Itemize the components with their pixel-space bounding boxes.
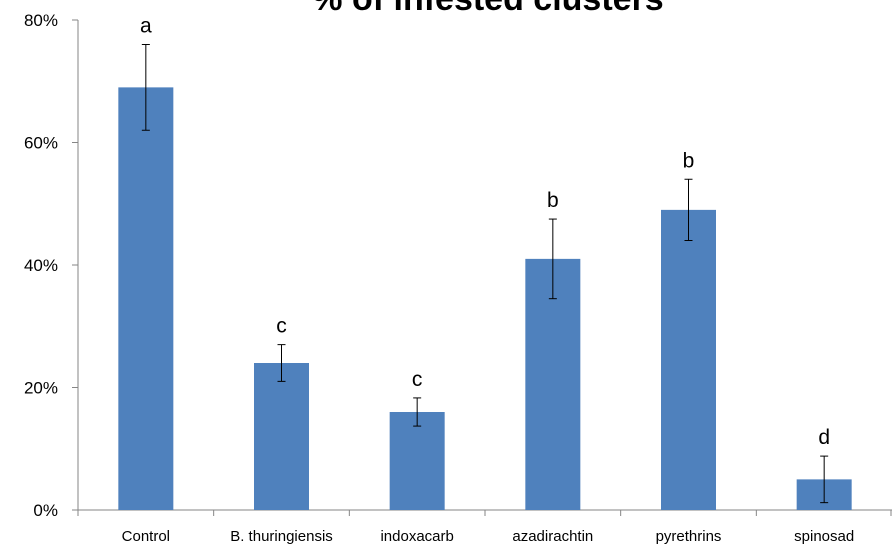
- bar-1: [254, 363, 309, 510]
- bar-2: [389, 412, 445, 510]
- bar-layer: [118, 44, 852, 510]
- y-tick-label: 80%: [24, 11, 58, 30]
- x-tick-label: azadirachtin: [512, 528, 593, 545]
- x-tick-label: pyrethrins: [656, 528, 722, 545]
- chart-title: % of infested clusters: [312, 0, 663, 18]
- significance-letter: c: [276, 315, 287, 338]
- significance-letter: d: [818, 426, 830, 449]
- x-tick-label: Control: [122, 528, 170, 545]
- y-tick-label: 60%: [24, 134, 58, 153]
- x-tick-label: spinosad: [794, 528, 854, 545]
- y-tick-label: 40%: [24, 256, 58, 275]
- label-layer: a Control c B. thuringiensis c indoxacarb b aza…: [122, 15, 855, 546]
- x-tick-label: indoxacarb: [380, 528, 453, 545]
- x-tick-label: B. thuringiensis: [230, 528, 333, 545]
- y-tick-label: 20%: [24, 379, 58, 398]
- significance-letter: a: [140, 15, 152, 38]
- bar-4: [661, 209, 716, 510]
- significance-letter: c: [412, 368, 423, 391]
- bar-0: [118, 87, 174, 510]
- bar-3: [525, 258, 581, 510]
- axis-layer: 0% 20% 40% 60% 80%: [24, 11, 892, 520]
- significance-letter: b: [547, 189, 559, 212]
- significance-letter: b: [683, 149, 695, 172]
- y-tick-label: 0%: [33, 501, 58, 520]
